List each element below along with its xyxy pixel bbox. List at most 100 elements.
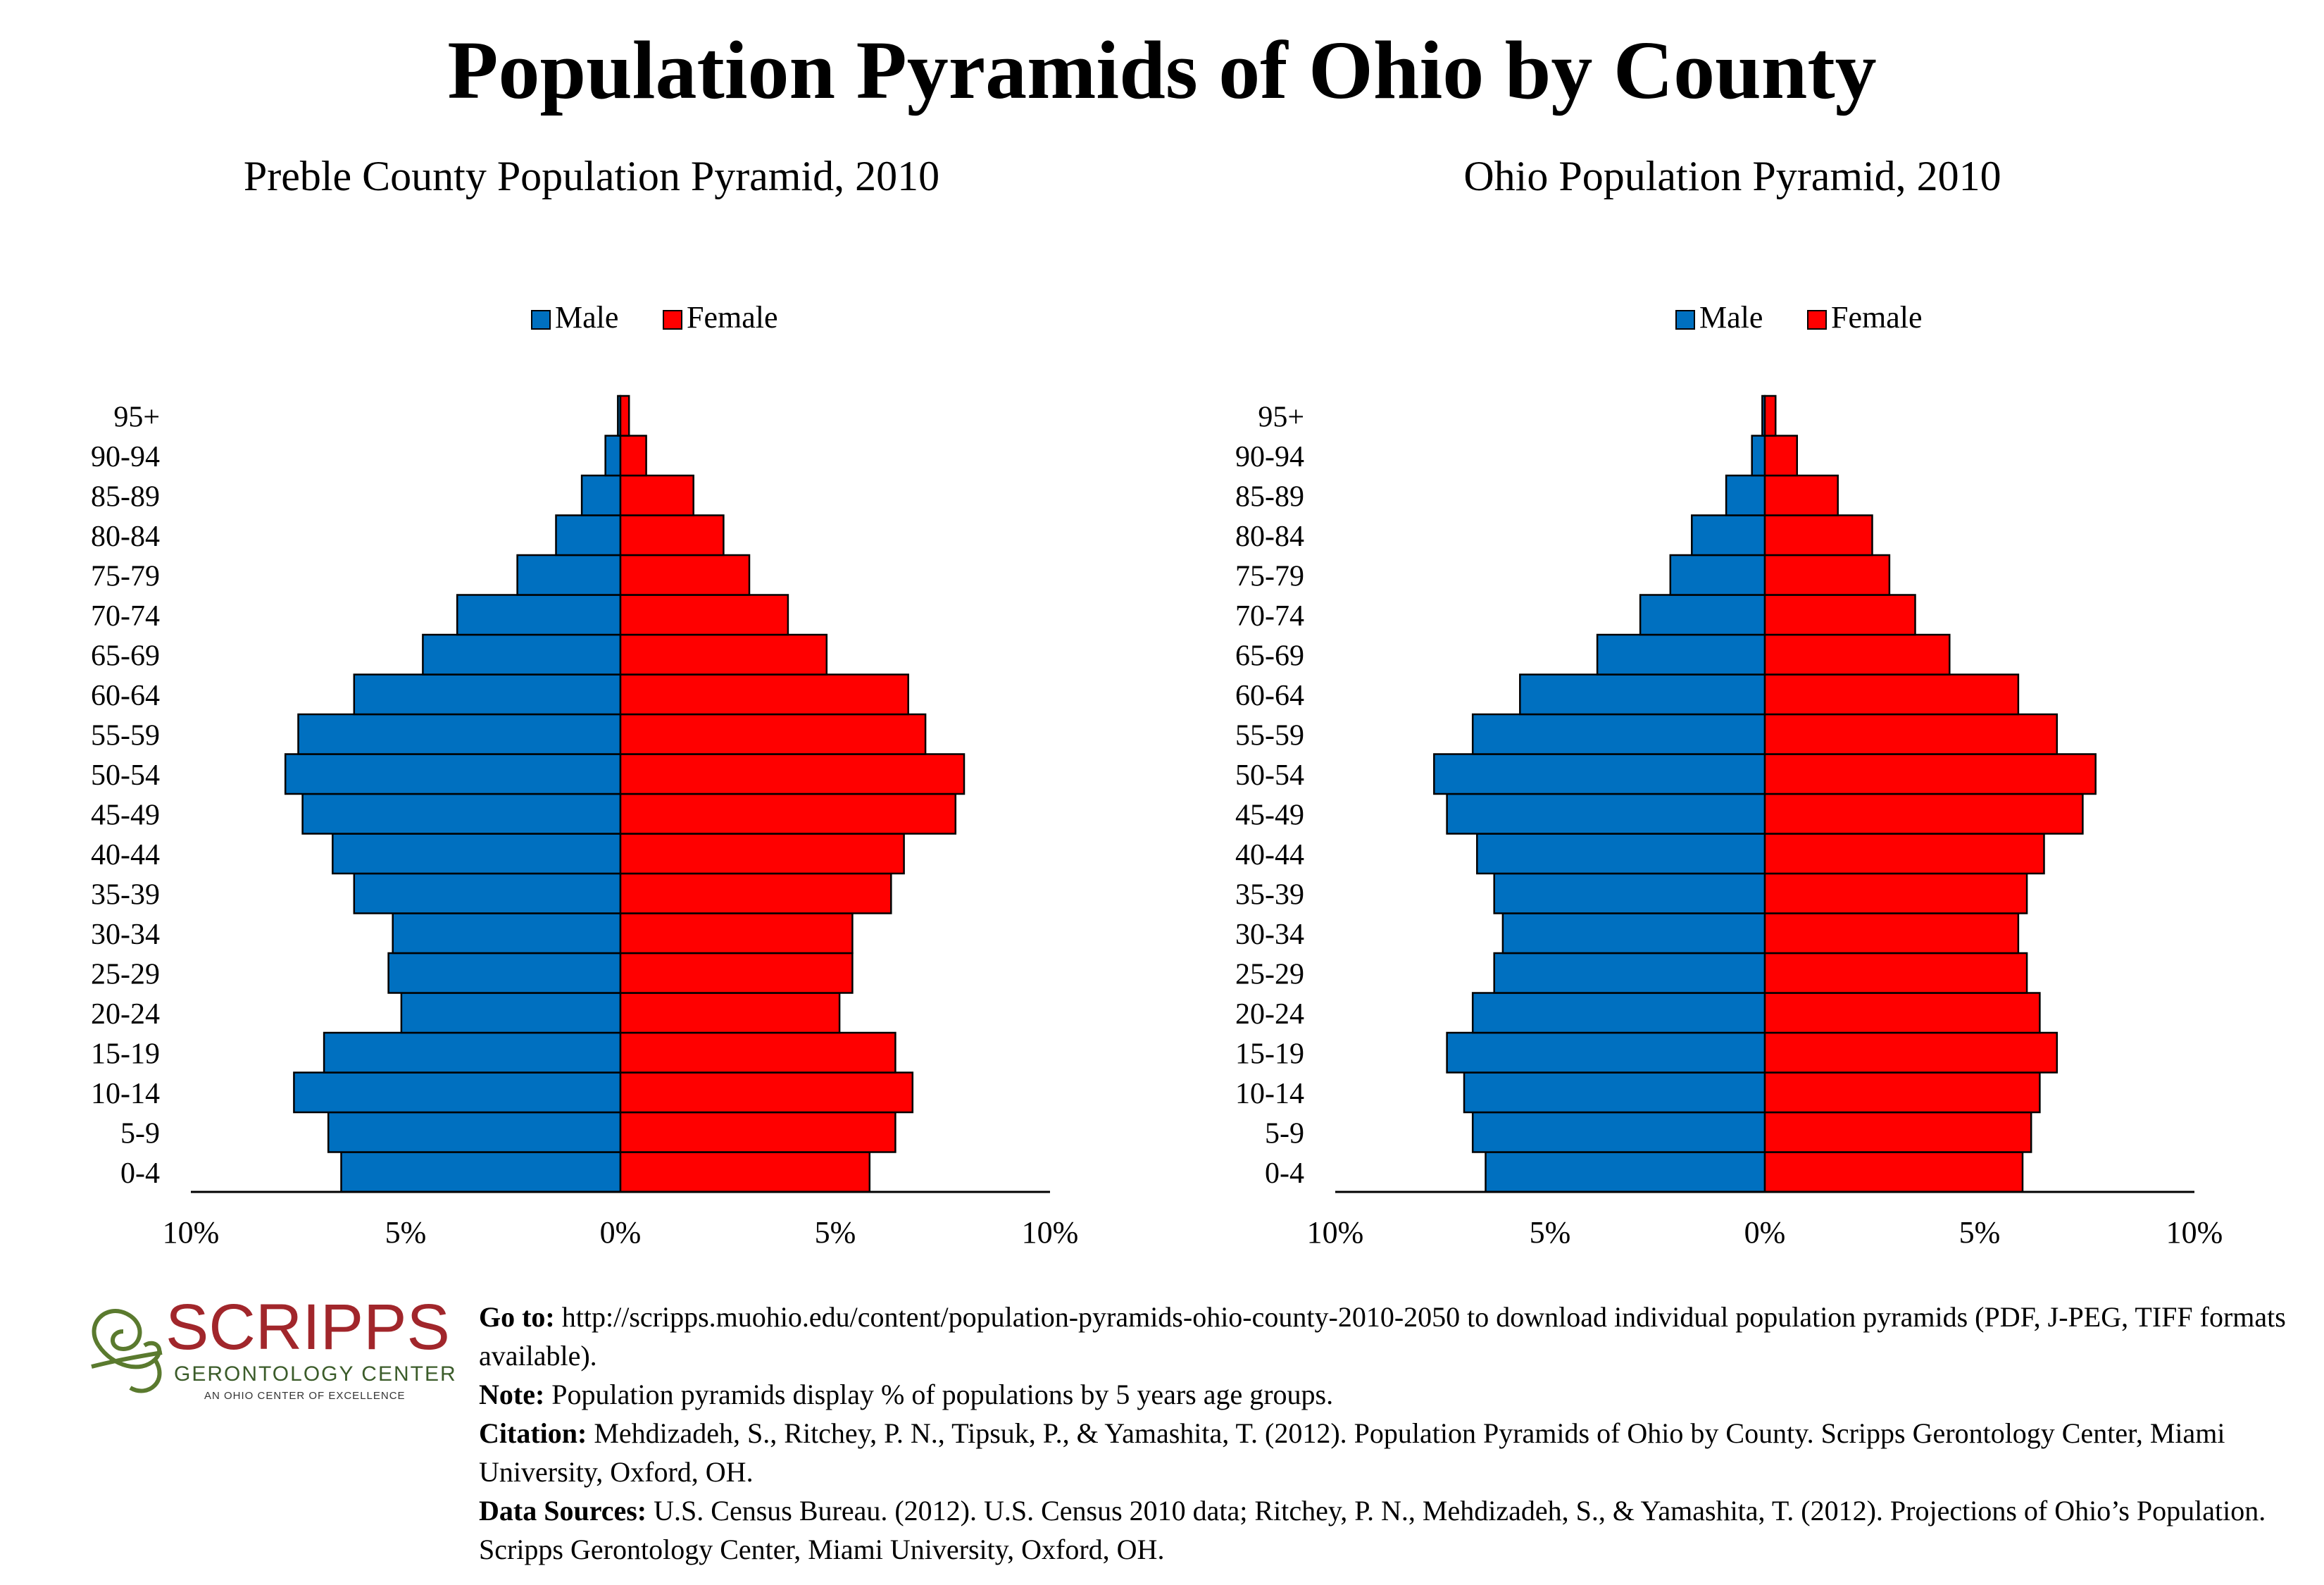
bar-male-80-84	[1691, 514, 1766, 557]
bar-female-45-49	[619, 792, 957, 835]
bar-female-20-24	[1763, 992, 2041, 1034]
category-label: 35-39	[91, 878, 160, 911]
bar-female-25-29	[1763, 952, 2028, 994]
bar-female-35-39	[1763, 872, 2028, 914]
sources-text: U.S. Census Bureau. (2012). U.S. Census …	[479, 1495, 2266, 1565]
bar-female-70-74	[619, 594, 789, 636]
logo-tagline: AN OHIO CENTER OF EXCELLENCE	[204, 1390, 406, 1402]
bar-female-70-74	[1763, 594, 1916, 636]
bar-female-75-79	[619, 554, 751, 596]
category-label: 5-9	[120, 1117, 160, 1150]
bar-female-60-64	[619, 673, 909, 716]
logo-subtitle: GERONTOLOGY CENTER	[174, 1362, 457, 1386]
category-label: 95+	[1258, 401, 1304, 433]
bar-male-15-19	[1446, 1031, 1766, 1074]
bar-male-60-64	[1519, 673, 1766, 716]
bar-male-70-74	[456, 594, 622, 636]
category-label: 0-4	[1265, 1157, 1304, 1190]
citation-note: Citation: Mehdizadeh, S., Ritchey, P. N.…	[479, 1414, 2310, 1491]
bar-female-35-39	[619, 872, 892, 914]
bar-male-20-24	[400, 992, 622, 1034]
bar-male-10-14	[293, 1071, 622, 1114]
category-label: 65-69	[1235, 640, 1304, 672]
bar-male-35-39	[1493, 872, 1766, 914]
scripps-logo: SCRIPPS GERONTOLOGY CENTER AN OHIO CENTE…	[91, 1291, 457, 1402]
bar-male-80-84	[555, 514, 622, 557]
category-label: 0-4	[120, 1157, 160, 1190]
bar-male-85-89	[580, 474, 622, 516]
category-label: 55-59	[1235, 719, 1304, 752]
bar-male-5-9	[327, 1111, 622, 1153]
bar-male-75-79	[516, 554, 622, 596]
bar-female-90-94	[1763, 435, 1798, 477]
bar-female-45-49	[1763, 792, 2084, 835]
note-label: Note:	[479, 1379, 545, 1410]
bar-female-50-54	[1763, 753, 2097, 795]
x-tick-label: 0%	[600, 1215, 642, 1250]
bar-male-30-34	[1501, 912, 1766, 955]
legend-label-male: Male	[555, 300, 618, 335]
bar-female-0-4	[1763, 1151, 2024, 1193]
category-label: 40-44	[1235, 839, 1304, 871]
bar-female-55-59	[619, 713, 927, 755]
legend-swatch-female	[663, 310, 682, 330]
goto-note: Go to: http://scripps.muohio.edu/content…	[479, 1298, 2310, 1375]
bar-female-20-24	[619, 992, 841, 1034]
bar-male-90-94	[604, 435, 622, 477]
category-label: 35-39	[1235, 878, 1304, 911]
legend: Male Female	[531, 300, 778, 335]
scripps-swirl-icon	[91, 1309, 163, 1393]
bar-male-50-54	[1433, 753, 1766, 795]
chart-title-preble: Preble County Population Pyramid, 2010	[243, 153, 940, 199]
bar-female-65-69	[1763, 633, 1951, 676]
bar-female-15-19	[1763, 1031, 2059, 1074]
bar-female-95+	[619, 394, 630, 437]
bar-female-5-9	[619, 1111, 897, 1153]
bar-female-75-79	[1763, 554, 1891, 596]
bar-male-15-19	[323, 1031, 622, 1074]
citation-text: Mehdizadeh, S., Ritchey, P. N., Tipsuk, …	[479, 1417, 2225, 1488]
x-tick-label: 10%	[1307, 1215, 1364, 1250]
category-label: 45-49	[1235, 799, 1304, 831]
citation-label: Citation:	[479, 1417, 587, 1449]
sources-note: Data Sources: U.S. Census Bureau. (2012)…	[479, 1491, 2310, 1569]
pyramid-chart-preble: Male Female 0-4 5-9 10-14 15-19 20-24 25-29 30-3…	[91, 300, 1078, 1250]
category-label: 10-14	[91, 1078, 160, 1110]
bar-female-50-54	[619, 753, 966, 795]
bar-male-55-59	[1471, 713, 1766, 755]
bar-female-10-14	[619, 1071, 914, 1114]
category-label: 15-19	[91, 1038, 160, 1070]
x-tick-label: 10%	[163, 1215, 220, 1250]
logo-name: SCRIPPS	[165, 1291, 450, 1363]
bar-male-0-4	[340, 1151, 622, 1193]
category-label: 75-79	[1235, 560, 1304, 592]
bar-female-0-4	[619, 1151, 871, 1193]
bar-male-60-64	[353, 673, 622, 716]
bar-male-50-54	[284, 753, 622, 795]
bar-female-95+	[1763, 394, 1777, 437]
x-tick-label: 5%	[385, 1215, 427, 1250]
page-title: Population Pyramids of Ohio by County	[447, 24, 1877, 116]
legend-label-female: Female	[687, 300, 778, 335]
legend-swatch-male	[531, 310, 551, 330]
category-label: 20-24	[91, 998, 160, 1031]
note-text: Population pyramids display % of populat…	[544, 1379, 1334, 1410]
category-label: 5-9	[1265, 1117, 1304, 1150]
bar-female-30-34	[619, 912, 854, 955]
x-tick-label: 5%	[1959, 1215, 2001, 1250]
bar-male-45-49	[301, 792, 622, 835]
bar-male-25-29	[387, 952, 622, 994]
bar-female-90-94	[619, 435, 647, 477]
bar-male-0-4	[1485, 1151, 1766, 1193]
footnotes: Go to: http://scripps.muohio.edu/content…	[479, 1298, 2310, 1569]
legend: Male Female	[1675, 300, 1923, 335]
category-label: 65-69	[91, 640, 160, 672]
x-tick-label: 10%	[2166, 1215, 2223, 1250]
goto-text: http://scripps.muohio.edu/content/popula…	[479, 1301, 2286, 1372]
category-label: 70-74	[91, 600, 160, 633]
category-label: 90-94	[1235, 441, 1304, 473]
bar-male-40-44	[332, 833, 622, 875]
category-label: 40-44	[91, 839, 160, 871]
category-label: 60-64	[91, 680, 160, 712]
category-label: 20-24	[1235, 998, 1304, 1031]
